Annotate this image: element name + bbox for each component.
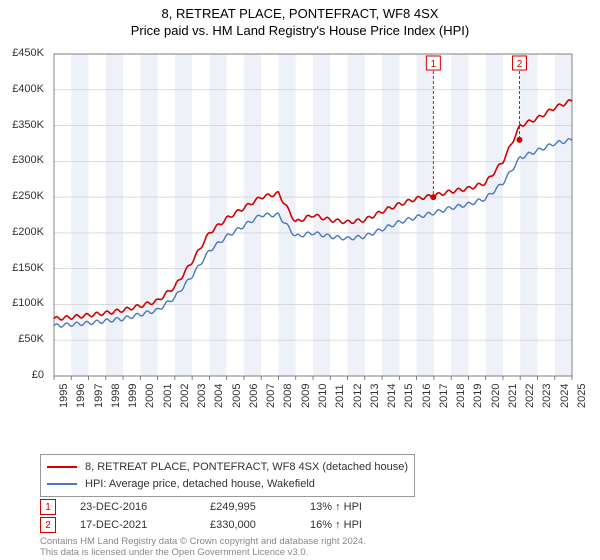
x-tick-label: 2019: [472, 384, 484, 408]
legend-item: HPI: Average price, detached house, Wake…: [47, 476, 408, 493]
chart-title-line1: 8, RETREAT PLACE, PONTEFRACT, WF8 4SX: [0, 6, 600, 21]
x-tick-label: 2003: [196, 384, 208, 408]
y-tick-label: £300K: [0, 154, 44, 166]
marker-badge: 2: [40, 517, 56, 533]
x-tick-label: 2024: [559, 384, 571, 408]
marker-row: 2 17-DEC-2021 £330,000 16% ↑ HPI: [40, 516, 430, 534]
marker-row: 1 23-DEC-2016 £249,995 13% ↑ HPI: [40, 498, 430, 516]
x-tick-label: 1999: [127, 384, 139, 408]
x-tick-label: 2007: [265, 384, 277, 408]
x-tick-label: 2008: [282, 384, 294, 408]
price-chart: 12: [48, 48, 578, 408]
legend-swatch: [47, 483, 77, 485]
marker-price: £249,995: [210, 501, 310, 513]
x-tick-label: 2002: [179, 384, 191, 408]
y-tick-label: £250K: [0, 190, 44, 202]
x-tick-label: 2020: [490, 384, 502, 408]
marker-date: 17-DEC-2021: [80, 519, 210, 531]
footer-attribution: Contains HM Land Registry data © Crown c…: [40, 536, 366, 559]
x-tick-label: 2018: [455, 384, 467, 408]
x-tick-label: 1996: [75, 384, 87, 408]
x-tick-label: 2001: [162, 384, 174, 408]
y-tick-label: £350K: [0, 119, 44, 131]
legend-swatch: [47, 466, 77, 468]
x-tick-label: 2022: [524, 384, 536, 408]
x-tick-label: 2004: [213, 384, 225, 408]
svg-text:2: 2: [517, 59, 523, 70]
y-tick-label: £100K: [0, 297, 44, 309]
marker-pct: 13% ↑ HPI: [310, 501, 430, 513]
marker-table: 1 23-DEC-2016 £249,995 13% ↑ HPI 2 17-DE…: [40, 498, 430, 534]
chart-legend: 8, RETREAT PLACE, PONTEFRACT, WF8 4SX (d…: [40, 454, 415, 497]
y-tick-label: £0: [0, 369, 44, 381]
x-tick-label: 1998: [110, 384, 122, 408]
y-tick-label: £450K: [0, 47, 44, 59]
x-tick-label: 2005: [231, 384, 243, 408]
y-tick-label: £150K: [0, 262, 44, 274]
marker-price: £330,000: [210, 519, 310, 531]
marker-date: 23-DEC-2016: [80, 501, 210, 513]
marker-pct: 16% ↑ HPI: [310, 519, 430, 531]
x-tick-label: 2025: [576, 384, 588, 408]
legend-item: 8, RETREAT PLACE, PONTEFRACT, WF8 4SX (d…: [47, 459, 408, 476]
y-tick-label: £50K: [0, 333, 44, 345]
marker-badge: 1: [40, 499, 56, 515]
x-tick-label: 1997: [93, 384, 105, 408]
x-tick-label: 2011: [334, 384, 346, 408]
x-tick-label: 2012: [352, 384, 364, 408]
y-tick-label: £200K: [0, 226, 44, 238]
x-tick-label: 2023: [541, 384, 553, 408]
x-tick-label: 2014: [386, 384, 398, 408]
footer-line: This data is licensed under the Open Gov…: [40, 547, 366, 558]
x-tick-label: 2009: [300, 384, 312, 408]
footer-line: Contains HM Land Registry data © Crown c…: [40, 536, 366, 547]
legend-label: 8, RETREAT PLACE, PONTEFRACT, WF8 4SX (d…: [85, 459, 408, 476]
x-tick-label: 2016: [421, 384, 433, 408]
x-tick-label: 2006: [248, 384, 260, 408]
x-tick-label: 2010: [317, 384, 329, 408]
x-tick-label: 2013: [369, 384, 381, 408]
x-tick-label: 2015: [403, 384, 415, 408]
x-tick-label: 2000: [144, 384, 156, 408]
x-tick-label: 2017: [438, 384, 450, 408]
x-tick-label: 2021: [507, 384, 519, 408]
svg-text:1: 1: [431, 59, 437, 70]
chart-title-line2: Price paid vs. HM Land Registry's House …: [0, 23, 600, 38]
y-tick-label: £400K: [0, 83, 44, 95]
legend-label: HPI: Average price, detached house, Wake…: [85, 476, 315, 493]
x-tick-label: 1995: [58, 384, 70, 408]
